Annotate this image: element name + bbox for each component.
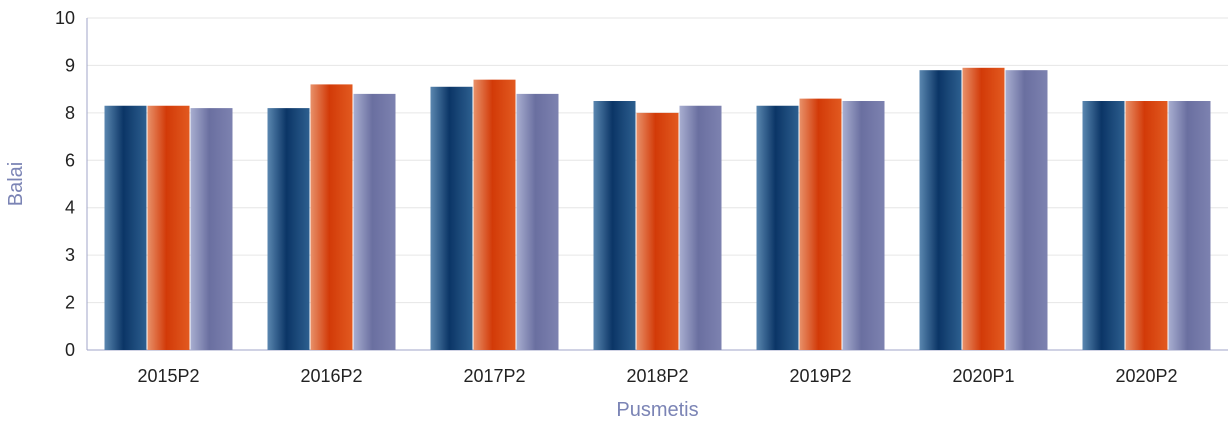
bar — [842, 101, 885, 350]
bar — [1168, 101, 1211, 350]
bar — [679, 105, 722, 350]
y-tick-label: 2 — [65, 293, 75, 313]
bar — [636, 112, 679, 350]
y-tick-label: 10 — [55, 8, 75, 28]
bar — [190, 108, 233, 350]
x-tick-label: 2015P2 — [137, 366, 199, 386]
bar — [430, 86, 473, 351]
x-tick-label: 2020P1 — [952, 366, 1014, 386]
bar — [962, 67, 1005, 351]
x-tick-label: 2017P2 — [463, 366, 525, 386]
bar — [310, 84, 353, 351]
y-tick-label: 3 — [65, 245, 75, 265]
bar — [756, 105, 799, 350]
bar — [799, 98, 842, 350]
x-tick-label: 2019P2 — [789, 366, 851, 386]
y-tick-label: 0 — [65, 340, 75, 360]
bar — [104, 105, 147, 350]
x-tick-label: 2016P2 — [300, 366, 362, 386]
bar — [1125, 101, 1168, 350]
y-axis-title: Balai — [5, 162, 27, 206]
bar — [919, 70, 962, 351]
bar — [473, 79, 516, 351]
bar — [267, 108, 310, 350]
x-tick-label: 2018P2 — [626, 366, 688, 386]
bar — [516, 93, 559, 350]
bar — [353, 93, 396, 350]
y-tick-label: 8 — [65, 103, 75, 123]
y-tick-label: 9 — [65, 55, 75, 75]
x-tick-labels: 2015P2 2016P2 2017P2 2018P2 2019P2 2020P1 2020… — [137, 366, 1177, 386]
y-tick-labels: 0 2 3 4 6 8 9 10 — [55, 8, 75, 360]
bar — [593, 101, 636, 350]
bar — [1082, 101, 1125, 350]
y-tick-label: 6 — [65, 150, 75, 170]
bar — [1005, 70, 1048, 351]
bars — [104, 67, 1211, 351]
y-tick-label: 4 — [65, 198, 75, 218]
bar — [147, 105, 190, 350]
x-tick-label: 2020P2 — [1115, 366, 1177, 386]
x-axis-title: Pusmetis — [616, 399, 698, 421]
